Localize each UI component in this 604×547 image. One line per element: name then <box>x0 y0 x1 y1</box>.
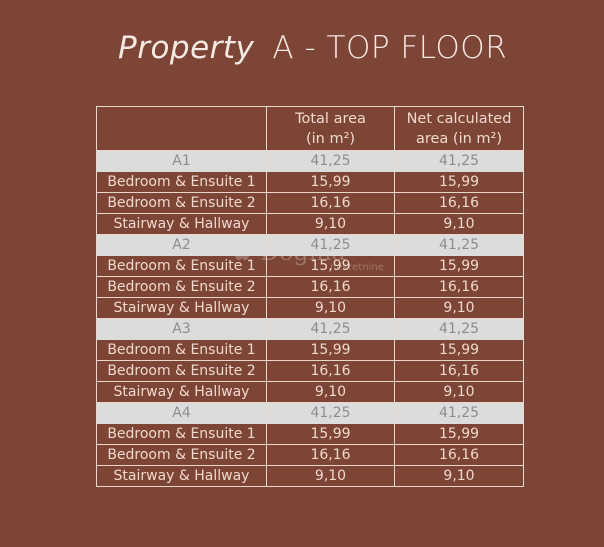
net-area-cell: 9,10 <box>394 381 524 403</box>
net-area-cell: 15,99 <box>394 339 524 361</box>
net-area-cell: 15,99 <box>394 255 524 277</box>
room-cell: Bedroom & Ensuite 2 <box>96 360 267 382</box>
net-area-cell: 41,25 <box>394 402 524 424</box>
area-table: Total area (in m²) Net calculated area (in… <box>96 106 524 487</box>
room-cell: Stairway & Hallway <box>96 465 267 487</box>
table-row: Bedroom & Ensuite 1 15,99 15,99 <box>96 339 524 361</box>
group-row: A4 41,25 41,25 <box>96 402 524 424</box>
page-title: Property A - TOP FLOOR <box>118 30 507 66</box>
table-row: Bedroom & Ensuite 2 16,16 16,16 <box>96 276 524 298</box>
header-total-area: Total area (in m²) <box>266 106 395 151</box>
table-row: Bedroom & Ensuite 1 15,99 15,99 <box>96 423 524 445</box>
table-row: Stairway & Hallway 9,10 9,10 <box>96 465 524 487</box>
room-cell: Bedroom & Ensuite 1 <box>96 171 267 193</box>
total-area-cell: 41,25 <box>266 402 395 424</box>
net-area-cell: 16,16 <box>394 360 524 382</box>
net-area-cell: 15,99 <box>394 423 524 445</box>
net-area-cell: 16,16 <box>394 192 524 214</box>
header-net-area: Net calculated area (in m²) <box>394 106 524 151</box>
table-row: Stairway & Hallway 9,10 9,10 <box>96 213 524 235</box>
group-row: A1 41,25 41,25 <box>96 150 524 172</box>
table-row: Stairway & Hallway 9,10 9,10 <box>96 381 524 403</box>
total-area-cell: 9,10 <box>266 465 395 487</box>
header-blank <box>96 106 267 151</box>
room-cell: Bedroom & Ensuite 2 <box>96 276 267 298</box>
total-area-cell: 16,16 <box>266 276 395 298</box>
total-area-cell: 41,25 <box>266 318 395 340</box>
total-area-cell: 16,16 <box>266 192 395 214</box>
room-cell: Bedroom & Ensuite 1 <box>96 339 267 361</box>
table-row: Bedroom & Ensuite 1 15,99 15,99 <box>96 171 524 193</box>
total-area-cell: 9,10 <box>266 297 395 319</box>
net-area-cell: 9,10 <box>394 213 524 235</box>
group-row: A3 41,25 41,25 <box>96 318 524 340</box>
table-row: Bedroom & Ensuite 1 15,99 15,99 <box>96 255 524 277</box>
net-area-cell: 41,25 <box>394 234 524 256</box>
room-cell: Bedroom & Ensuite 2 <box>96 444 267 466</box>
net-area-cell: 41,25 <box>394 150 524 172</box>
net-area-cell: 9,10 <box>394 465 524 487</box>
total-area-cell: 15,99 <box>266 339 395 361</box>
total-area-cell: 15,99 <box>266 171 395 193</box>
net-area-cell: 15,99 <box>394 171 524 193</box>
total-area-cell: 9,10 <box>266 381 395 403</box>
group-row: A2 41,25 41,25 <box>96 234 524 256</box>
room-cell: A4 <box>96 402 267 424</box>
net-area-cell: 9,10 <box>394 297 524 319</box>
total-area-cell: 41,25 <box>266 234 395 256</box>
net-area-cell: 41,25 <box>394 318 524 340</box>
total-area-cell: 16,16 <box>266 360 395 382</box>
total-area-cell: 16,16 <box>266 444 395 466</box>
total-area-cell: 9,10 <box>266 213 395 235</box>
total-area-cell: 15,99 <box>266 255 395 277</box>
room-cell: A1 <box>96 150 267 172</box>
table-row: Bedroom & Ensuite 2 16,16 16,16 <box>96 192 524 214</box>
title-italic: Property <box>118 30 255 66</box>
table-row: Bedroom & Ensuite 2 16,16 16,16 <box>96 444 524 466</box>
room-cell: Stairway & Hallway <box>96 297 267 319</box>
net-area-cell: 16,16 <box>394 444 524 466</box>
room-cell: Bedroom & Ensuite 2 <box>96 192 267 214</box>
title-rest: A - TOP FLOOR <box>272 30 508 66</box>
net-area-cell: 16,16 <box>394 276 524 298</box>
table-row: Bedroom & Ensuite 2 16,16 16,16 <box>96 360 524 382</box>
room-cell: Stairway & Hallway <box>96 381 267 403</box>
table-row: Stairway & Hallway 9,10 9,10 <box>96 297 524 319</box>
room-cell: Bedroom & Ensuite 1 <box>96 423 267 445</box>
room-cell: A2 <box>96 234 267 256</box>
total-area-cell: 15,99 <box>266 423 395 445</box>
room-cell: A3 <box>96 318 267 340</box>
total-area-cell: 41,25 <box>266 150 395 172</box>
room-cell: Stairway & Hallway <box>96 213 267 235</box>
room-cell: Bedroom & Ensuite 1 <box>96 255 267 277</box>
